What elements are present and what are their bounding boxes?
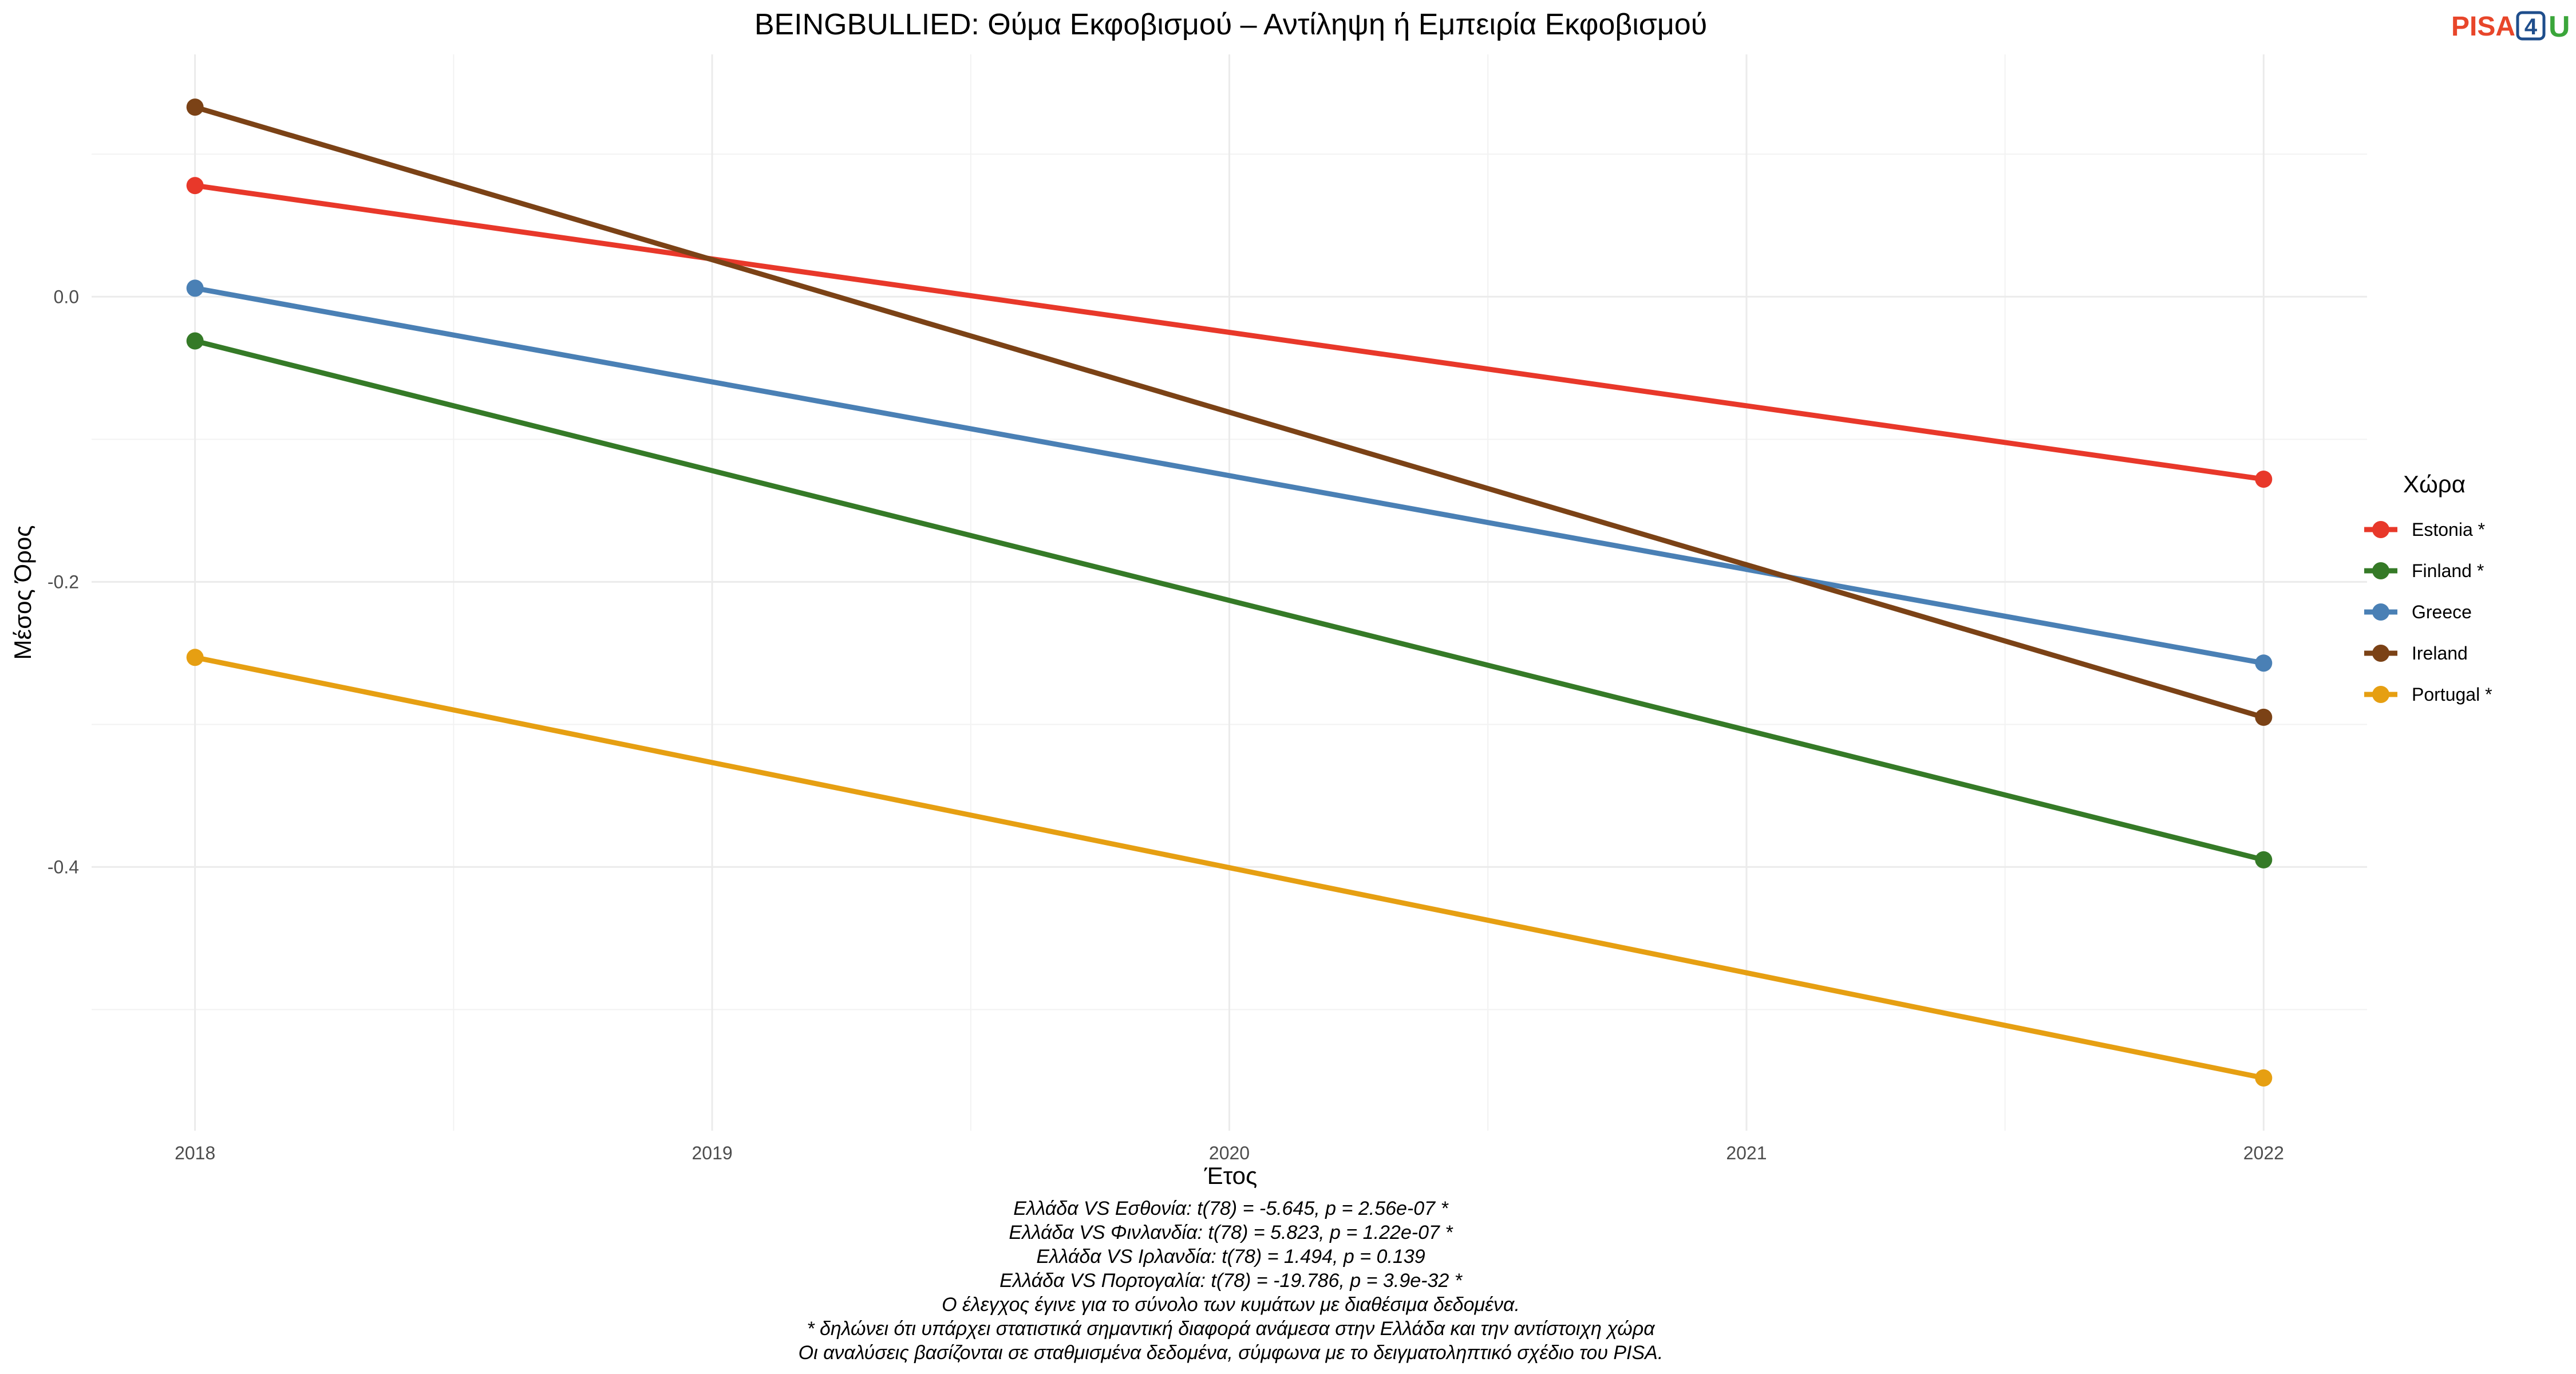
footnote-line: * δηλώνει ότι υπάρχει στατιστικά σημαντι… <box>807 1318 1656 1340</box>
y-tick-label: 0.0 <box>54 286 79 307</box>
logo: PISA 4 U <box>2451 10 2570 44</box>
y-tick-label: -0.2 <box>48 571 79 592</box>
footnote-line: Ελλάδα VS Πορτογαλία: t(78) = -19.786, p… <box>999 1270 1463 1292</box>
legend-item: Estonia * <box>2364 519 2485 540</box>
data-point <box>2255 654 2273 672</box>
series-line <box>192 104 2266 720</box>
data-point <box>2255 471 2273 488</box>
logo-u-text: U <box>2549 10 2570 44</box>
legend-label: Portugal * <box>2412 684 2492 705</box>
data-point <box>186 177 204 195</box>
legend-item: Finland * <box>2364 560 2484 581</box>
x-axis-ticks: 2018 2019 2020 2021 2022 <box>175 1143 2284 1163</box>
series-lines <box>186 98 2273 1087</box>
grid <box>92 54 2367 1131</box>
y-tick-label: -0.4 <box>48 856 79 877</box>
logo-four-box <box>2516 11 2546 41</box>
series-4 <box>186 649 2273 1087</box>
legend-swatch-point <box>2372 562 2389 579</box>
legend-swatch-point <box>2372 645 2389 662</box>
legend-swatch-point <box>2372 603 2389 621</box>
series-0 <box>186 177 2273 488</box>
data-point <box>186 649 204 666</box>
series-line <box>192 338 2266 863</box>
legend: Χώρα Estonia * Finland * Greece Ireland Port… <box>2364 471 2492 705</box>
series-3 <box>186 98 2273 726</box>
series-line <box>192 285 2266 666</box>
x-tick-label: 2020 <box>1209 1143 1250 1163</box>
data-point <box>2255 851 2273 868</box>
x-tick-label: 2019 <box>692 1143 732 1163</box>
data-point <box>2255 708 2273 726</box>
data-point <box>186 332 204 350</box>
series-line <box>192 183 2266 482</box>
x-tick-label: 2018 <box>175 1143 215 1163</box>
legend-label: Estonia * <box>2412 519 2485 540</box>
legend-label: Greece <box>2412 602 2472 622</box>
legend-item: Greece <box>2364 602 2472 622</box>
footnote-line: Ο έλεγχος έγινε για το σύνολο των κυμάτω… <box>942 1294 1520 1316</box>
series-line <box>192 654 2266 1081</box>
legend-label: Ireland <box>2412 643 2468 664</box>
legend-title: Χώρα <box>2403 471 2466 498</box>
footnote-line: Οι αναλύσεις βασίζονται σε σταθμισμένα δ… <box>799 1342 1664 1364</box>
y-axis-ticks: 0.0 -0.2 -0.4 <box>48 286 79 877</box>
legend-item: Ireland <box>2364 643 2468 664</box>
data-point <box>186 98 204 116</box>
series-1 <box>186 332 2273 868</box>
legend-item: Portugal * <box>2364 684 2492 705</box>
data-point <box>186 279 204 297</box>
legend-swatch-point <box>2372 521 2389 538</box>
chart-title: BEINGBULLIED: Θύμα Εκφοβισμού – Αντίληψη… <box>754 8 1707 41</box>
legend-label: Finland * <box>2412 560 2484 581</box>
logo-pisa-text: PISA <box>2451 11 2515 42</box>
series-2 <box>186 279 2273 672</box>
data-point <box>2255 1069 2273 1087</box>
footnote-line: Ελλάδα VS Ιρλανδία: t(78) = 1.494, p = 0… <box>1036 1246 1425 1268</box>
logo-four-text: 4 <box>2524 14 2538 40</box>
footnote-line: Ελλάδα VS Εσθονία: t(78) = -5.645, p = 2… <box>1013 1198 1449 1219</box>
x-axis-title: Έτος <box>1204 1162 1258 1189</box>
x-tick-label: 2022 <box>2243 1143 2284 1163</box>
footnotes: Ελλάδα VS Εσθονία: t(78) = -5.645, p = 2… <box>799 1198 1664 1364</box>
x-tick-label: 2021 <box>1726 1143 1767 1163</box>
legend-swatch-point <box>2372 686 2389 703</box>
footnote-line: Ελλάδα VS Φινλανδία: t(78) = 5.823, p = … <box>1009 1222 1453 1243</box>
y-axis-title: Μέσος Όρος <box>9 526 36 660</box>
